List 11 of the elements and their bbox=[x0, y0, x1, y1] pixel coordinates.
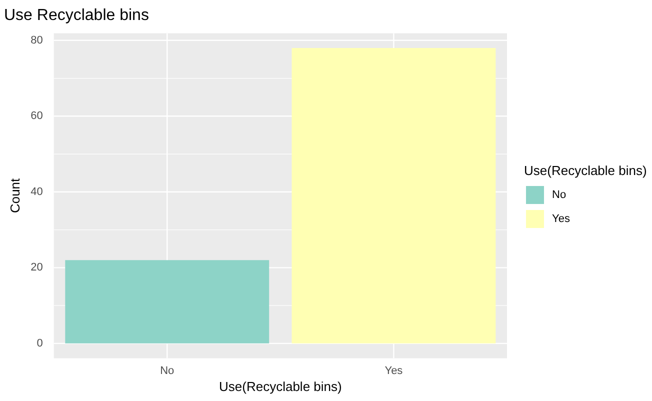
x-axis-title: Use(Recyclable bins) bbox=[219, 378, 342, 394]
y-tick-label: 40 bbox=[30, 186, 43, 198]
legend-title: Use(Recyclable bins) bbox=[524, 163, 648, 178]
y-tick-label: 0 bbox=[36, 337, 43, 350]
y-tick-label: 80 bbox=[30, 34, 43, 46]
legend-label: No bbox=[552, 189, 566, 201]
legend-label: Yes bbox=[552, 213, 570, 225]
y-tick-label: 20 bbox=[30, 262, 43, 274]
y-tick-label: 60 bbox=[30, 110, 43, 122]
chart-title: Use Recyclable bins bbox=[4, 7, 149, 24]
y-axis-title: Count bbox=[7, 178, 22, 214]
